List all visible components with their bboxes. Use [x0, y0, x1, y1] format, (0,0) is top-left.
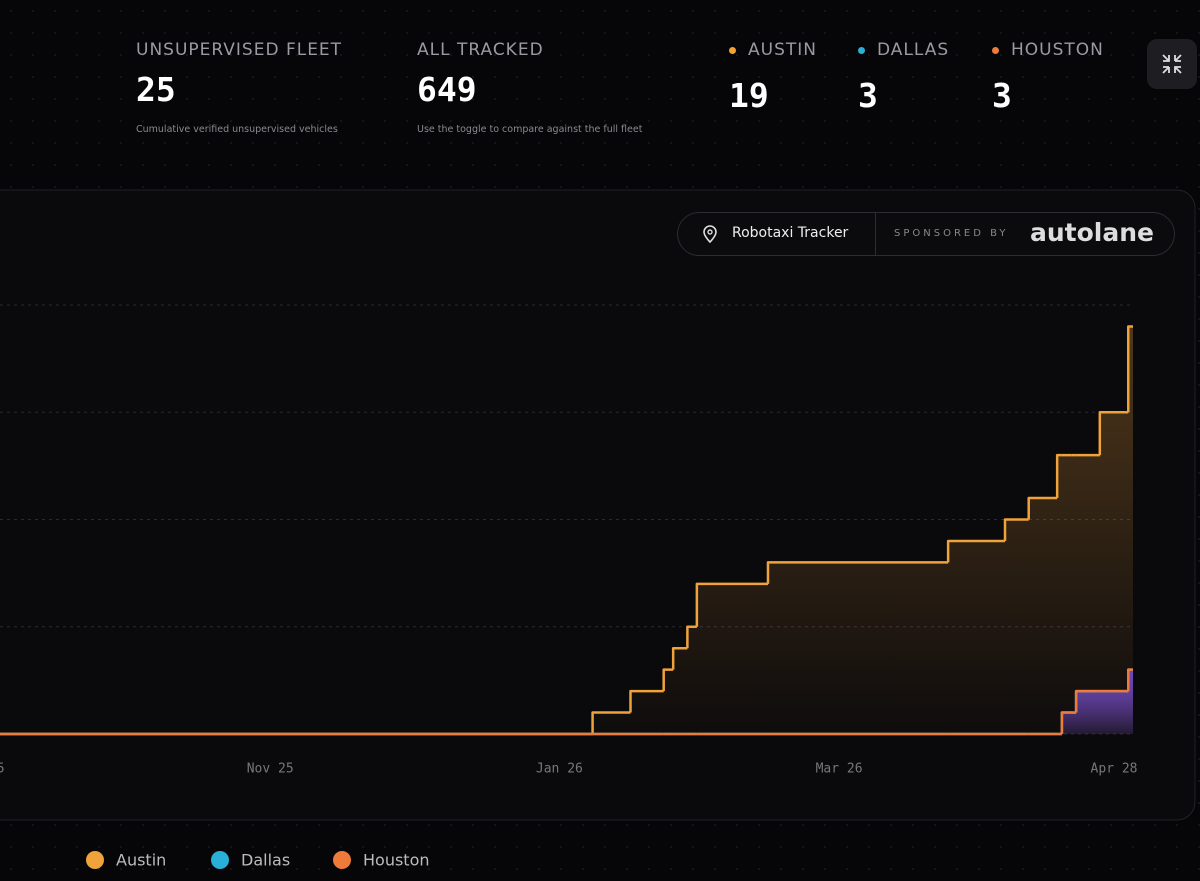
step-segment: [1055, 453, 1062, 499]
badge-title: Robotaxi Tracker: [732, 225, 849, 241]
city-dot: [992, 47, 999, 54]
stat-caption: Cumulative verified unsupervised vehicle…: [136, 124, 338, 135]
x-tick-label: Sep 25: [0, 762, 5, 777]
x-tick-label: Jan 26: [536, 762, 583, 777]
city-dot: [729, 47, 736, 54]
legend-swatch: [86, 851, 104, 869]
step-segment: [766, 561, 949, 584]
stat-label: ALL TRACKED: [417, 40, 544, 60]
legend-label: Houston: [363, 851, 430, 870]
step-segment: [1027, 496, 1058, 520]
collapse-button[interactable]: [1147, 39, 1197, 89]
step-segment: [1127, 668, 1133, 692]
x-tick-label: Nov 25: [247, 762, 294, 777]
legend-label: Austin: [116, 851, 166, 870]
legend-swatch: [333, 851, 351, 869]
step-segment: [946, 539, 1005, 563]
city-label: HOUSTON: [1011, 40, 1104, 60]
step-segment: [686, 625, 697, 649]
step-segment: [671, 646, 688, 670]
step-segment: [1127, 325, 1133, 413]
badge[interactable]: Robotaxi Tracker SPONSORED BY autolane: [677, 212, 1175, 256]
city-value: 19: [729, 76, 769, 115]
city-dot: [858, 47, 865, 54]
city-label: AUSTIN: [748, 40, 817, 60]
step-segment: [629, 689, 664, 713]
legend-swatch: [211, 851, 229, 869]
city-value: 3: [858, 76, 878, 115]
area-fill: [0, 326, 1133, 734]
city-value: 3: [992, 76, 1012, 115]
legend-label: Dallas: [241, 851, 290, 870]
x-tick-label: Apr 28: [1091, 762, 1138, 777]
collapse-icon: [1162, 54, 1182, 74]
sponsor-logo: autolane: [1030, 218, 1154, 247]
stat-value: 25: [136, 70, 176, 109]
step-segment: [662, 668, 674, 692]
step-segment: [1003, 518, 1029, 541]
x-tick-label: Mar 26: [816, 762, 863, 777]
step-segment: [695, 582, 768, 627]
step-segment: [1098, 411, 1129, 456]
stat-label: UNSUPERVISED FLEET: [136, 40, 343, 60]
divider: [875, 213, 876, 255]
step-segment: [1074, 689, 1100, 713]
step-segment: [591, 711, 631, 734]
stat-value: 649: [417, 70, 477, 109]
stat-caption: Use the toggle to compare against the fu…: [417, 124, 643, 135]
sponsor-label: SPONSORED BY: [894, 228, 1009, 239]
step-segment: [1060, 711, 1072, 734]
city-label: DALLAS: [877, 40, 950, 60]
pin-icon: [703, 225, 717, 243]
